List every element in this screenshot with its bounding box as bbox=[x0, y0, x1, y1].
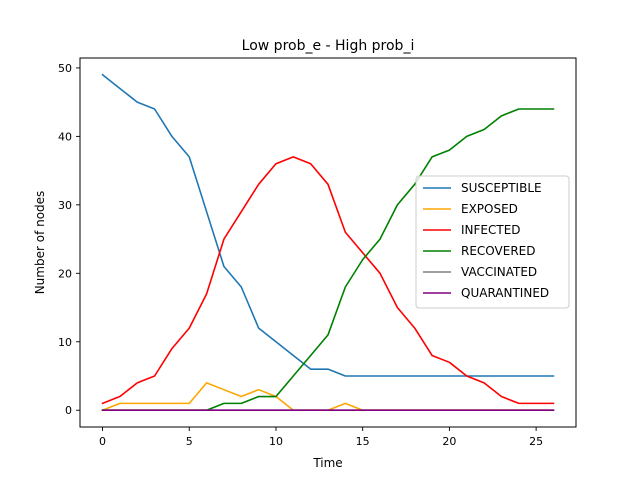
series-line-susceptible bbox=[101, 73, 555, 377]
x-tick-label: 15 bbox=[356, 435, 370, 448]
x-tick-label: 25 bbox=[529, 435, 543, 448]
x-axis: 0 5 10 15 20 25 bbox=[99, 427, 543, 448]
y-tick-label: 30 bbox=[58, 199, 72, 212]
x-axis-label: Time bbox=[312, 456, 342, 470]
plot-lines bbox=[101, 73, 555, 412]
series-line-infected bbox=[101, 156, 555, 405]
legend-label-vaccinated: VACCINATED bbox=[461, 265, 537, 279]
legend-label-susceptible: SUSCEPTIBLE bbox=[461, 181, 542, 195]
legend-label-exposed: EXPOSED bbox=[461, 202, 518, 216]
y-tick-label: 50 bbox=[58, 62, 72, 75]
y-tick-label: 10 bbox=[58, 336, 72, 349]
legend-label-quarantined: QUARANTINED bbox=[461, 286, 549, 300]
y-axis-label: Number of nodes bbox=[33, 191, 47, 295]
y-axis: 0 10 20 30 40 50 bbox=[58, 62, 80, 417]
x-tick-label: 20 bbox=[442, 435, 456, 448]
y-tick-label: 40 bbox=[58, 130, 72, 143]
x-tick-label: 10 bbox=[269, 435, 283, 448]
plot-area-frame bbox=[79, 57, 577, 428]
legend: SUSCEPTIBLE EXPOSED INFECTED RECOVERED VACCI… bbox=[415, 175, 570, 309]
legend-label-infected: INFECTED bbox=[461, 223, 521, 237]
legend-box bbox=[415, 175, 570, 309]
x-tick-label: 5 bbox=[186, 435, 193, 448]
y-tick-label: 0 bbox=[65, 404, 72, 417]
x-tick-label: 0 bbox=[99, 435, 106, 448]
y-tick-label: 20 bbox=[58, 267, 72, 280]
chart-title: Low prob_e - High prob_i bbox=[242, 38, 415, 54]
legend-label-recovered: RECOVERED bbox=[461, 244, 535, 258]
